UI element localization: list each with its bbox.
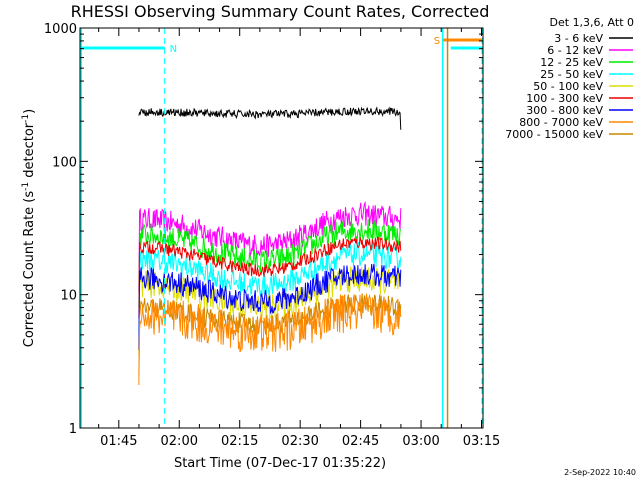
plot-frame: [79, 27, 484, 429]
x-tick-label-1: 02:00: [161, 434, 198, 449]
y-axis-label-main: Corrected Count Rate (s: [22, 191, 37, 348]
y-tick-label-1: 10: [60, 289, 77, 304]
x-tick-label-5: 03:00: [402, 434, 439, 449]
y-tick-label-0: 1: [69, 422, 77, 437]
y-axis-label-sup-1: -1: [21, 182, 31, 191]
legend-label-6: 300 - 800 keV: [526, 104, 603, 117]
x-tick-label-6: 03:15: [463, 434, 500, 449]
series-line-5: [138, 237, 402, 319]
legend-label-7: 800 - 7000 keV: [519, 116, 603, 129]
y-axis-label-sup-2: -1: [21, 114, 31, 123]
footer-date: 2-Sep-2022 10:40: [564, 468, 636, 477]
legend-label-1: 6 - 12 keV: [547, 44, 603, 57]
chart-title: RHESSI Observing Summary Count Rates, Co…: [71, 2, 490, 21]
legend-label-8: 7000 - 15000 keV: [505, 128, 603, 141]
y-tick-label-3: 1000: [44, 22, 77, 37]
x-axis: 01:45 02:00 02:15 02:30 02:45 03:00 03:15: [98, 28, 500, 449]
legend-label-4: 50 - 100 keV: [533, 80, 603, 93]
legend-label-2: 12 - 25 keV: [540, 56, 603, 69]
annotation-label-1: S: [434, 36, 440, 47]
series-line-7: [138, 293, 402, 386]
x-tick-label-3: 02:30: [281, 434, 318, 449]
x-tick-label-0: 01:45: [100, 434, 137, 449]
plot-area: NS: [80, 28, 483, 428]
y-tick-label-2: 100: [52, 155, 77, 170]
annotation-label-0: N: [170, 44, 177, 55]
legend-label-0: 3 - 6 keV: [554, 32, 603, 45]
series-line-1: [138, 200, 402, 292]
y-axis-label-mid: detector: [22, 122, 37, 182]
legend-header: Det 1,3,6, Att 0: [550, 16, 634, 29]
legend-label-3: 25 - 50 keV: [540, 68, 603, 81]
legend-label-5: 100 - 300 keV: [526, 92, 603, 105]
series-line-6: [138, 263, 402, 350]
series-line-0: [138, 106, 402, 130]
x-tick-label-4: 02:45: [342, 434, 379, 449]
x-axis-label: Start Time (07-Dec-17 01:35:22): [174, 456, 386, 471]
y-axis-label-end: ): [22, 109, 37, 114]
y-axis: 1 10 100 1000: [44, 22, 483, 437]
series-line-8: [138, 293, 402, 377]
y-axis-label: Corrected Count Rate (s-1 detector-1): [21, 109, 37, 347]
x-tick-label-2: 02:15: [221, 434, 258, 449]
